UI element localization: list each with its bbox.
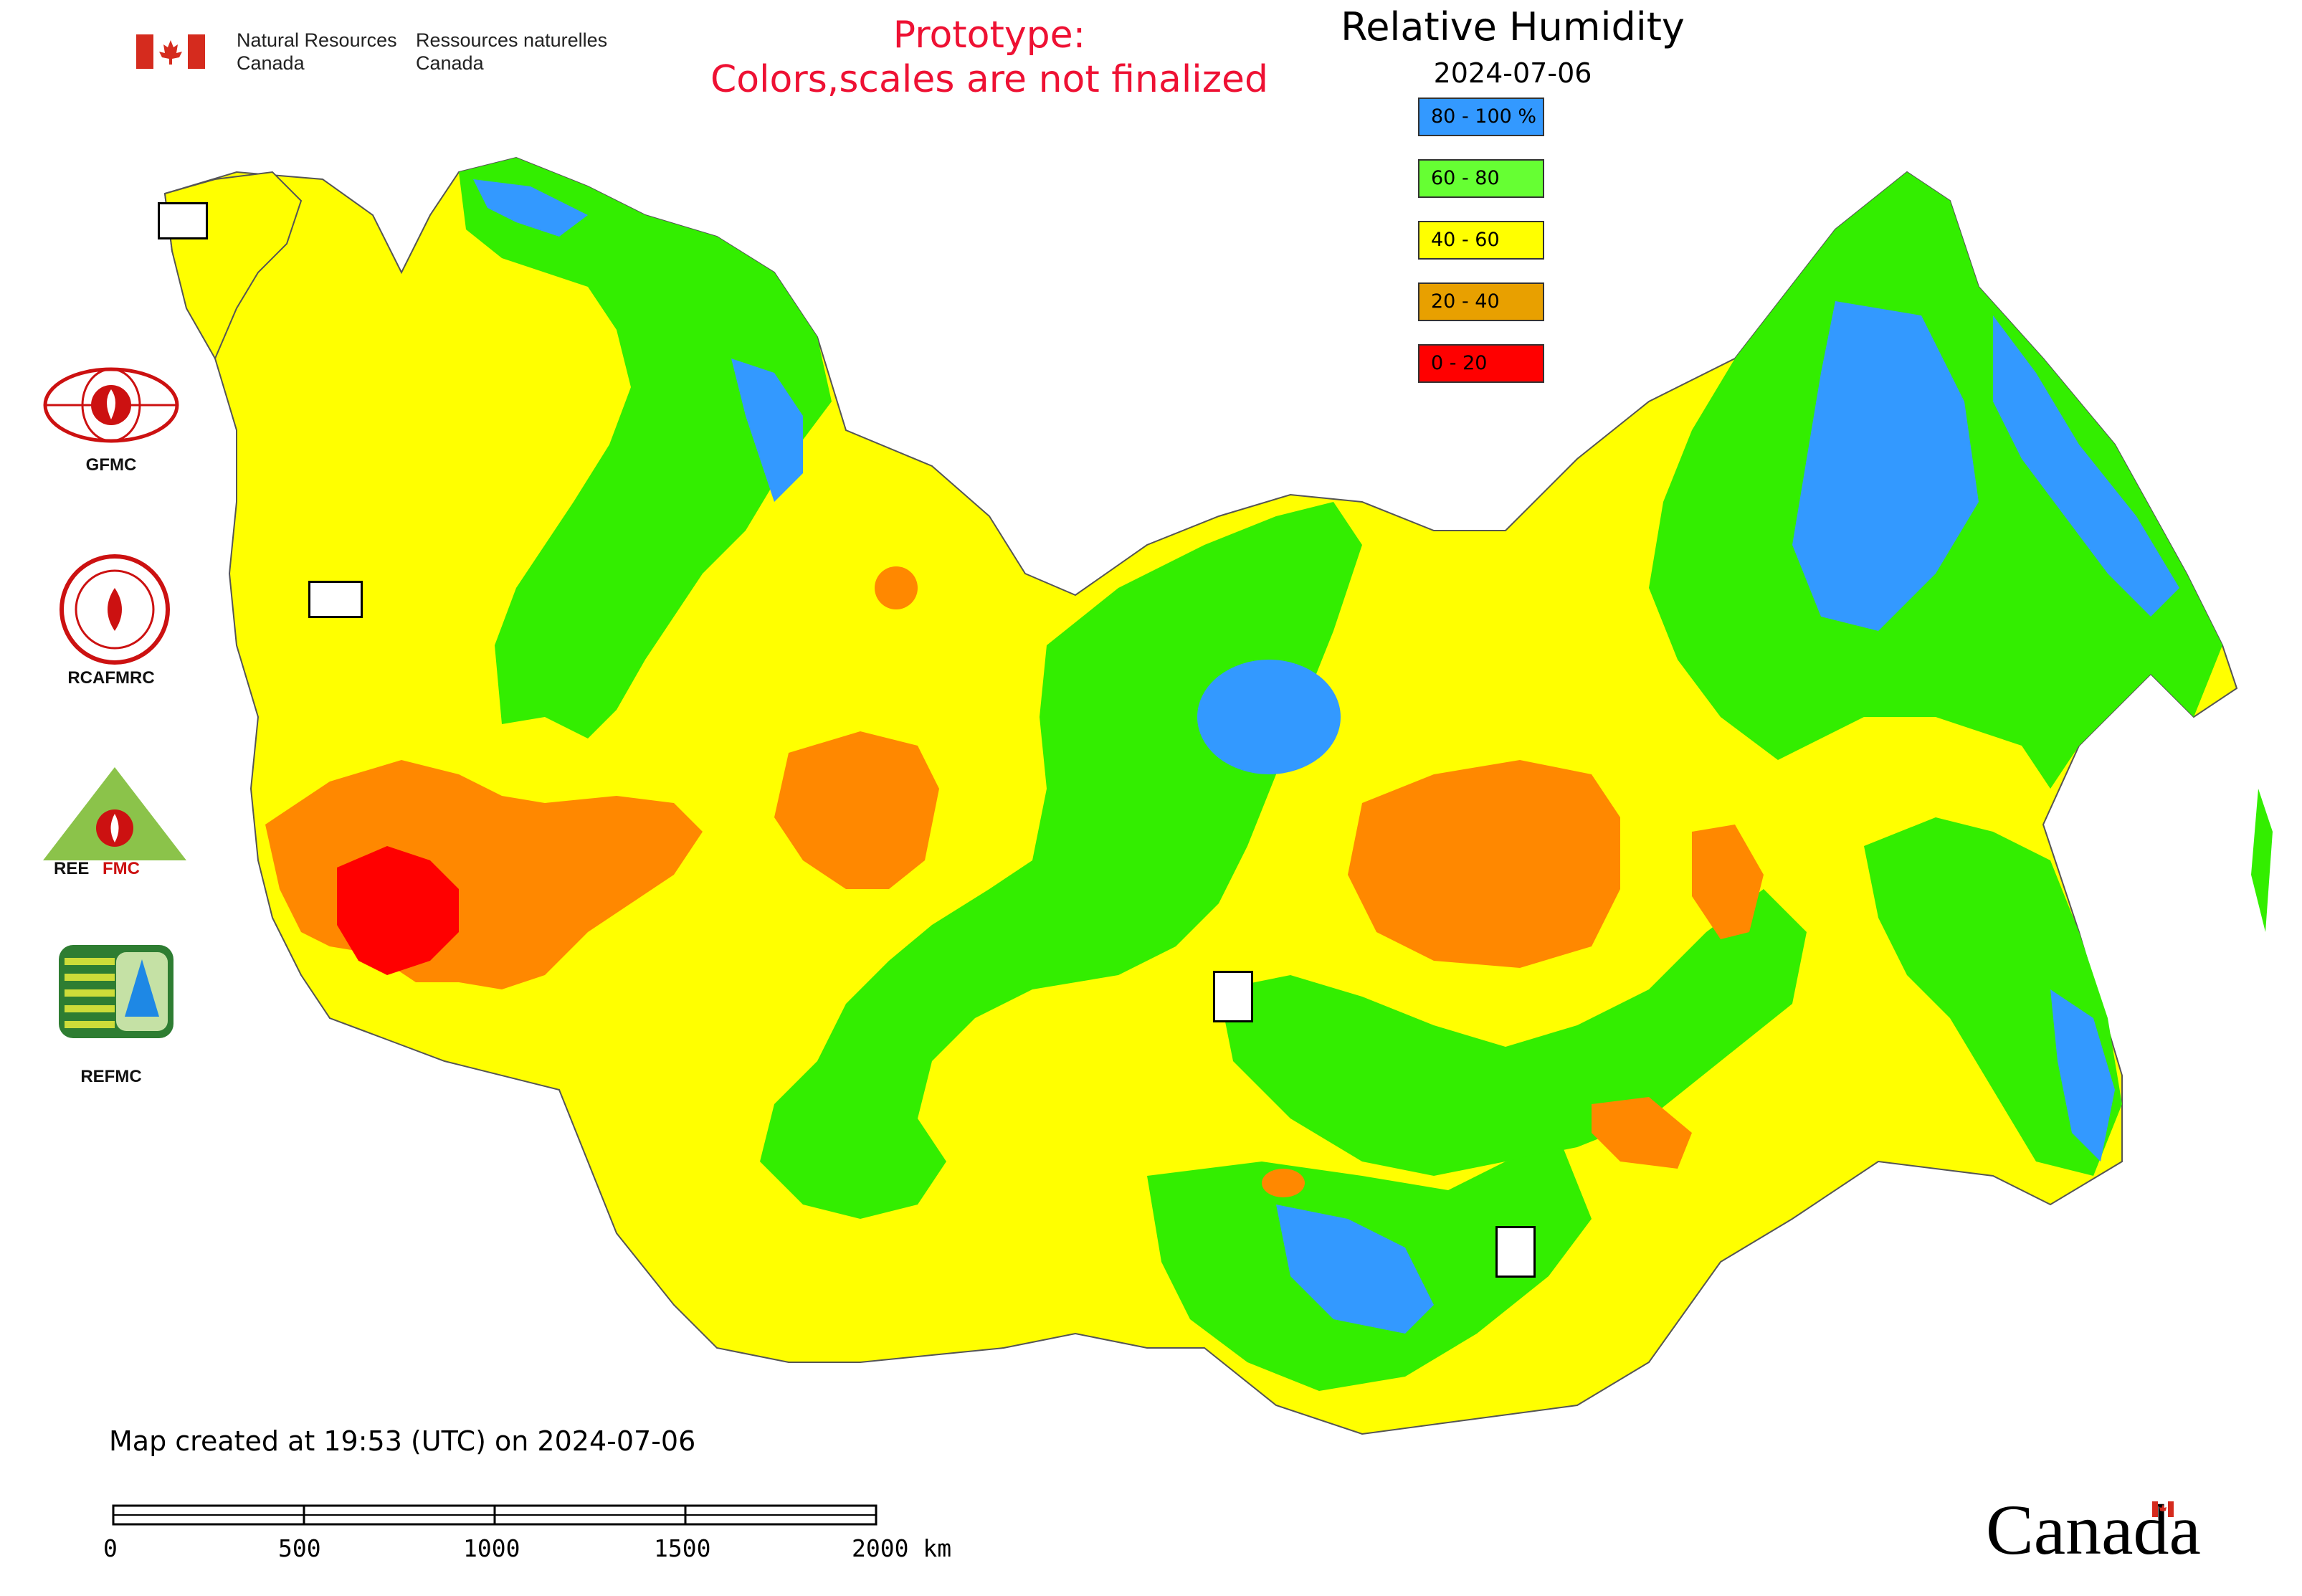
gfmc-logo-icon — [43, 367, 179, 443]
legend-label: 40 - 60 — [1431, 229, 1500, 251]
very-humid-zone-kola — [731, 358, 803, 502]
scale-label-1000: 1000 — [463, 1534, 520, 1562]
map-title: Relative Humidity — [1341, 4, 1685, 49]
humid-zone-west-siberia — [760, 502, 1362, 1219]
nrcan-signature: Natural Resources Canada Ressources natu… — [136, 29, 638, 79]
very-humid-zone-far-east — [1792, 301, 1979, 631]
rcafmrc-label: RCAFMRC — [67, 668, 155, 688]
legend-item-60-80: 60 - 80 — [1418, 159, 1544, 198]
nrcan-english: Natural Resources Canada — [237, 29, 397, 75]
scale-label-2000: 2000 km — [852, 1534, 952, 1562]
refmc-label: REFMC — [80, 1067, 142, 1086]
humid-zone-northwest — [459, 158, 832, 738]
nrcan-english-line2: Canada — [237, 52, 305, 74]
legend-item-40-60: 40 - 60 — [1418, 221, 1544, 260]
very-humid-zone-sakhalin — [2050, 989, 2115, 1162]
very-dry-zone-caspian — [337, 846, 459, 975]
nrcan-english-line1: Natural Resources — [237, 29, 397, 51]
scale-label-1500: 1500 — [654, 1534, 711, 1562]
legend-label: 0 - 20 — [1431, 352, 1488, 374]
legend-label: 60 - 80 — [1431, 167, 1500, 189]
scale-label-0: 0 — [103, 1534, 118, 1562]
prototype-line1: Prototype: — [893, 14, 1086, 57]
legend-label: 20 - 40 — [1431, 290, 1500, 313]
dry-zone-central-siberia — [1348, 760, 1620, 968]
landmass-chukotka-tip — [2251, 789, 2273, 932]
map-created-timestamp: Map created at 19:53 (UTC) on 2024-07-06 — [109, 1425, 696, 1457]
svg-text:REE: REE — [54, 859, 89, 878]
legend-label: 80 - 100 % — [1431, 105, 1537, 128]
legend-item-0-20: 0 - 20 — [1418, 344, 1544, 383]
very-humid-zone-sayan — [1276, 1205, 1434, 1334]
dry-zone-transbaikal — [1592, 1097, 1692, 1169]
dry-zone-altai — [1262, 1169, 1305, 1197]
legend-item-80-100: 80 - 100 % — [1418, 98, 1544, 136]
refmc-map-marker[interactable] — [1213, 971, 1253, 1022]
scale-bar — [112, 1504, 877, 1526]
dry-zone-volga — [774, 731, 939, 889]
prototype-line2: Colors,scales are not finalized — [710, 58, 1269, 101]
scale-label-500: 500 — [278, 1534, 321, 1562]
map-date: 2024-07-06 — [1433, 57, 1592, 89]
humid-zone-central — [1219, 889, 1807, 1176]
dry-zone-yakutia — [1692, 825, 1764, 939]
nrcan-french-line2: Canada — [416, 52, 484, 74]
rcafmrc-logo-icon — [60, 554, 170, 665]
prototype-notice: Prototype: Colors,scales are not finaliz… — [631, 13, 1348, 102]
nrcan-french-line1: Ressources naturelles — [416, 29, 608, 51]
rcafmrc-map-marker[interactable] — [1495, 1226, 1536, 1278]
very-humid-zone-ob — [1197, 660, 1341, 774]
humid-zone-amur — [1864, 817, 2122, 1176]
canada-wordmark-flag-icon — [2152, 1501, 2174, 1517]
dry-zone-urals — [875, 566, 918, 609]
nrcan-french: Ressources naturelles Canada — [416, 29, 607, 75]
reefmc-map-marker[interactable] — [308, 581, 363, 618]
gfmc-map-marker[interactable] — [158, 202, 208, 239]
svg-text:FMC: FMC — [103, 859, 140, 878]
reefmc-logo-icon: REE FMC — [43, 767, 186, 878]
refmc-logo-icon — [59, 945, 173, 1038]
canada-wordmark: Canada — [1986, 1490, 2201, 1569]
gfmc-label: GFMC — [85, 455, 137, 475]
very-humid-zone-scandinavia — [473, 179, 588, 237]
very-humid-zone-kamchatka — [1993, 315, 2179, 617]
canada-flag-icon — [136, 34, 205, 69]
legend-item-20-40: 20 - 40 — [1418, 282, 1544, 321]
